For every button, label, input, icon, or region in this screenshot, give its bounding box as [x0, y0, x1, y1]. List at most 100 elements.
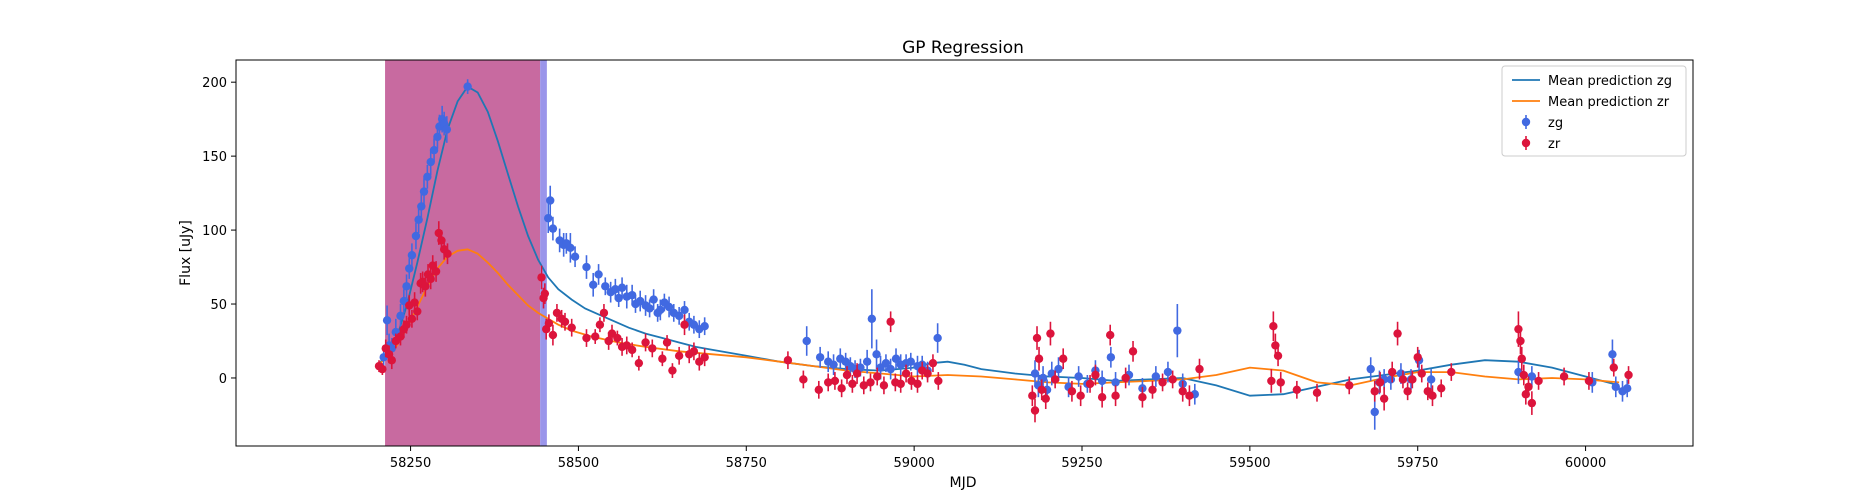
data-point-zr: [431, 261, 441, 282]
data-point-zg: [1074, 366, 1083, 387]
data-point-zr: [1273, 345, 1283, 367]
data-point-zr: [1059, 348, 1068, 370]
data-point-zg: [1106, 346, 1116, 368]
data-point-zr: [1516, 327, 1525, 355]
data-point-zr: [1041, 388, 1050, 410]
x-tick-label: 59000: [893, 456, 934, 471]
data-point-zr: [1403, 382, 1412, 401]
data-point-zg: [872, 339, 881, 370]
data-point-zr: [1138, 386, 1147, 408]
legend-entry-zg: zg: [1521, 115, 1563, 131]
data-point-zr: [1185, 385, 1194, 407]
data-point-zr: [886, 311, 895, 333]
data-point-zr: [548, 324, 558, 346]
data-point-zg: [419, 178, 429, 205]
x-tick-label: 58500: [558, 456, 599, 471]
data-point-zr: [1030, 398, 1040, 423]
data-point-zr: [407, 309, 417, 328]
data-point-zg: [442, 116, 452, 143]
data-point-zr: [1624, 366, 1633, 384]
data-point-zr: [1178, 380, 1187, 402]
data-point-zr: [1524, 376, 1533, 398]
data-point-zr: [848, 375, 857, 393]
data-point-zr: [552, 304, 562, 322]
data-point-zg: [614, 289, 623, 307]
legend-label: Mean prediction zr: [1548, 95, 1670, 110]
data-point-zr: [1148, 380, 1157, 399]
data-point-zg: [617, 277, 627, 299]
data-point-zg: [548, 216, 558, 241]
data-point-zr: [387, 351, 396, 370]
x-tick-label: 59750: [1397, 456, 1438, 471]
data-point-zr: [1195, 358, 1204, 380]
data-point-zg: [566, 233, 575, 263]
data-point-zg: [589, 272, 598, 297]
data-point-zr: [1032, 326, 1042, 350]
data-point-zg: [426, 148, 435, 176]
legend-label: zg: [1548, 116, 1563, 131]
data-point-zr: [544, 314, 554, 333]
plot-frame: [235, 59, 1694, 447]
data-point-zg: [881, 354, 891, 373]
data-point-zg: [1366, 357, 1375, 381]
data-point-zg: [700, 317, 709, 336]
data-point-zg: [933, 323, 942, 353]
data-point-zr: [859, 376, 868, 395]
data-point-zr: [1121, 367, 1130, 389]
data-point-zg: [544, 203, 553, 234]
data-point-zr: [928, 354, 938, 373]
data-point-zr: [873, 367, 882, 386]
data-point-zr: [1408, 370, 1417, 389]
data-point-zr: [1034, 346, 1044, 371]
data-point-zr: [426, 268, 435, 290]
data-point-zg: [582, 255, 591, 279]
data-point-zg: [829, 354, 838, 376]
y-tick-label: 100: [202, 224, 227, 239]
data-point-zr: [413, 302, 422, 321]
data-point-zg: [1623, 379, 1632, 398]
data-point-zg: [570, 246, 580, 268]
data-point-zr: [1584, 372, 1594, 390]
data-point-zr: [648, 339, 657, 358]
data-point-zr: [1413, 346, 1422, 368]
data-point-zr: [1437, 379, 1446, 398]
data-point-zg: [429, 138, 439, 163]
data-point-zr: [1028, 385, 1037, 407]
data-point-zg: [1030, 360, 1040, 387]
data-point-zr: [627, 342, 637, 358]
data-point-zr: [1428, 385, 1437, 407]
x-tick-label: 59500: [1229, 456, 1270, 471]
data-point-zr: [1111, 385, 1120, 407]
legend-entry-zr: zr: [1521, 136, 1561, 152]
data-point-zr: [1158, 373, 1167, 392]
data-point-zg: [407, 243, 417, 268]
data-point-zr: [591, 329, 600, 344]
data-point-zr: [923, 364, 932, 383]
legend-box: [1501, 65, 1687, 157]
data-point-zr: [1379, 386, 1389, 411]
data-point-zr: [837, 379, 846, 398]
data-point-zg: [411, 222, 421, 250]
x-axis-label: MJD: [950, 475, 977, 491]
data-point-zr: [582, 329, 591, 347]
data-point-zr: [1168, 370, 1177, 389]
data-point-zr: [852, 363, 862, 384]
data-point-zg: [815, 346, 825, 368]
data-point-zr: [1067, 380, 1077, 402]
data-point-zr: [595, 317, 605, 333]
data-point-zg: [423, 165, 432, 189]
data-point-zg: [1426, 369, 1436, 390]
data-point-zr: [1388, 361, 1397, 383]
data-point-zr: [896, 375, 905, 393]
data-point-zr: [1559, 367, 1569, 386]
data-point-zr: [402, 315, 411, 334]
data-point-zr: [537, 265, 546, 290]
legend-label: Mean prediction zg: [1548, 74, 1672, 89]
data-point-zg: [1611, 376, 1620, 398]
data-point-zr: [1085, 375, 1095, 393]
data-point-zg: [382, 305, 392, 336]
data-point-zg: [891, 348, 901, 370]
data-point-zg: [906, 352, 915, 371]
